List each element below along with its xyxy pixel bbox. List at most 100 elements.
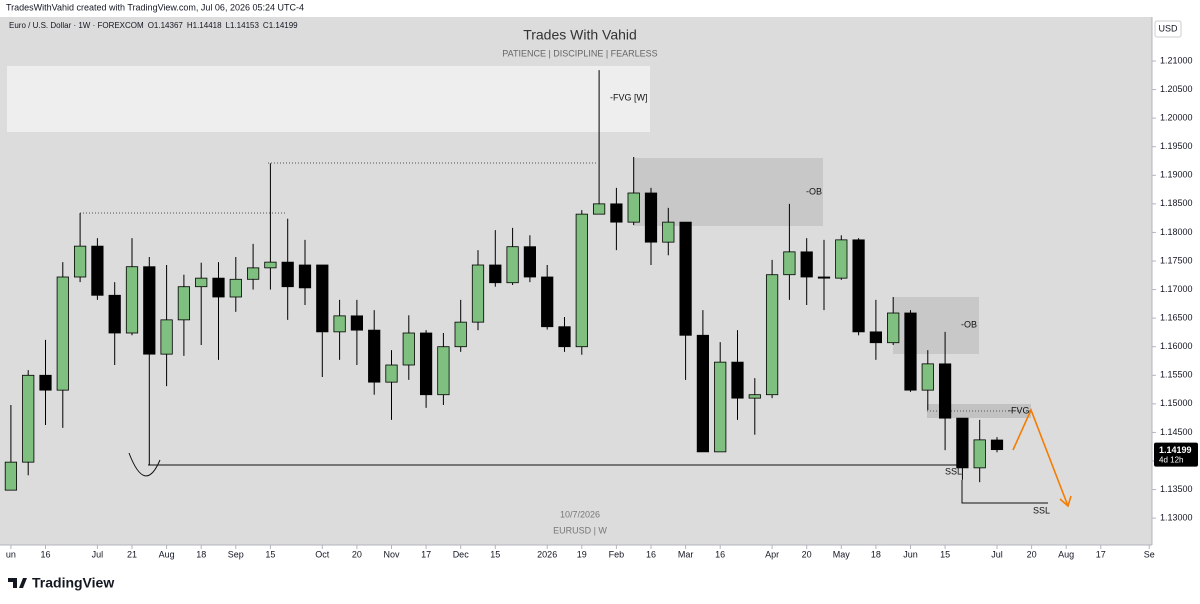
y-tick-label: 1.19000 xyxy=(1160,170,1193,180)
candle-body xyxy=(938,363,952,419)
x-tick-label: 18 xyxy=(196,549,206,559)
y-tick-label: 1.17000 xyxy=(1160,284,1193,294)
annotation: SSL xyxy=(945,466,962,476)
y-tick-label: 1.17500 xyxy=(1160,255,1193,265)
candle-body xyxy=(541,276,554,328)
candle-body xyxy=(714,361,727,453)
candle-body xyxy=(662,221,675,243)
candle-body xyxy=(143,266,156,355)
logo[interactable]: TradingView xyxy=(8,575,114,591)
fvg-weekly-zone xyxy=(7,66,650,132)
candle-body xyxy=(679,221,692,336)
candle-body xyxy=(316,264,329,333)
candle-body xyxy=(558,326,571,348)
y-tick-label: 1.13000 xyxy=(1160,513,1193,523)
annotation: SSL xyxy=(1033,505,1050,515)
annotation: -FVG xyxy=(1008,405,1030,415)
candle-body xyxy=(817,276,831,279)
x-tick-label: 17 xyxy=(421,549,431,559)
y-tick-label: 1.20500 xyxy=(1160,84,1193,94)
x-tick-label: Aug xyxy=(159,549,175,559)
candle-body xyxy=(298,264,312,289)
candle-body xyxy=(264,261,277,269)
ssl-line xyxy=(961,480,1048,504)
candle-body xyxy=(73,245,87,278)
x-tick-label: Dec xyxy=(453,549,470,559)
y-tick-label: 1.20000 xyxy=(1160,113,1193,123)
logo-text: TradingView xyxy=(32,575,114,591)
chart-subtitle: PATIENCE | DISCIPLINE | FEARLESS xyxy=(502,48,657,58)
y-tick-label: 1.19500 xyxy=(1160,141,1193,151)
x-tick-label: Oct xyxy=(315,549,330,559)
candle-body xyxy=(212,277,225,298)
annotation: -OB xyxy=(961,319,977,329)
candle-body xyxy=(177,286,191,321)
y-tick-label: 1.15500 xyxy=(1160,370,1193,380)
chart-title: Trades With Vahid xyxy=(523,27,637,43)
y-tick-label: 1.13500 xyxy=(1160,484,1193,494)
candle-body xyxy=(644,192,658,243)
candle-body xyxy=(125,266,139,334)
candle-body xyxy=(160,319,173,355)
ohlc-value: 1.14153 xyxy=(230,21,259,30)
candle-body xyxy=(39,374,52,391)
price-tag-label: 1.14199 xyxy=(1159,445,1192,455)
y-tick-label: 1.18000 xyxy=(1160,227,1193,237)
x-tick-label: Se xyxy=(1144,549,1155,559)
candle-body xyxy=(887,312,900,344)
candle-body xyxy=(852,239,865,333)
candle-body xyxy=(783,251,796,276)
projection-arrow xyxy=(1012,407,1069,507)
ohlc-value: 1.14199 xyxy=(269,21,298,30)
x-tick-label: 20 xyxy=(352,549,362,559)
y-tick-label: 1.18500 xyxy=(1160,198,1193,208)
countdown: 4d 12h xyxy=(1159,456,1183,465)
x-tick-label: May xyxy=(833,549,851,559)
candle-body xyxy=(91,245,104,296)
x-tick-label: Apr xyxy=(765,549,779,559)
candle-body xyxy=(835,239,848,279)
x-tick-label: 15 xyxy=(490,549,500,559)
candle-body xyxy=(696,334,710,453)
arrow-head xyxy=(1059,495,1072,508)
x-tick-label: 18 xyxy=(871,549,881,559)
x-tick-label: 20 xyxy=(802,549,812,559)
x-tick-label: 19 xyxy=(577,549,587,559)
x-tick-label: 21 xyxy=(127,549,137,559)
candle-body xyxy=(333,315,346,333)
candle-body xyxy=(800,251,813,278)
y-tick-label: 1.14500 xyxy=(1160,427,1193,437)
x-tick-label: Aug xyxy=(1058,549,1074,559)
candle-body xyxy=(904,312,917,391)
candle-body xyxy=(281,261,294,288)
candle-body xyxy=(195,277,208,288)
candle-body xyxy=(592,203,606,215)
candle-body xyxy=(973,439,986,469)
annotation: -FVG [W] xyxy=(610,92,648,102)
annotation: -OB xyxy=(806,186,822,196)
candle-body xyxy=(765,274,779,396)
candle-body xyxy=(471,264,485,323)
ohlc-value: 1.14418 xyxy=(193,21,222,30)
y-tick-label: 1.15000 xyxy=(1160,398,1193,408)
symbol: Euro / U.S. Dollar · 1W · FOREXCOM O1.143… xyxy=(9,21,298,30)
currency: USD xyxy=(1158,23,1178,33)
candle-body xyxy=(731,361,744,399)
watermark: 10/7/2026 xyxy=(560,509,600,519)
candle-body xyxy=(350,315,364,331)
x-tick-label: Mar xyxy=(678,549,694,559)
candle-body xyxy=(56,276,69,391)
x-tick-label: 16 xyxy=(646,549,656,559)
candle-body xyxy=(748,394,761,399)
ohlc-value: 1.14367 xyxy=(154,21,183,30)
ohlc-label: H xyxy=(187,21,193,30)
candle-body xyxy=(575,213,588,348)
candle-body xyxy=(610,203,623,223)
x-tick-label: un xyxy=(6,549,16,559)
x-tick-label: Jul xyxy=(991,549,1003,559)
watermark: EURUSD | W xyxy=(553,525,607,535)
price-tag xyxy=(1154,442,1198,467)
candle-body xyxy=(229,278,242,298)
currency-box[interactable] xyxy=(1154,20,1182,38)
candle-body xyxy=(489,264,502,284)
